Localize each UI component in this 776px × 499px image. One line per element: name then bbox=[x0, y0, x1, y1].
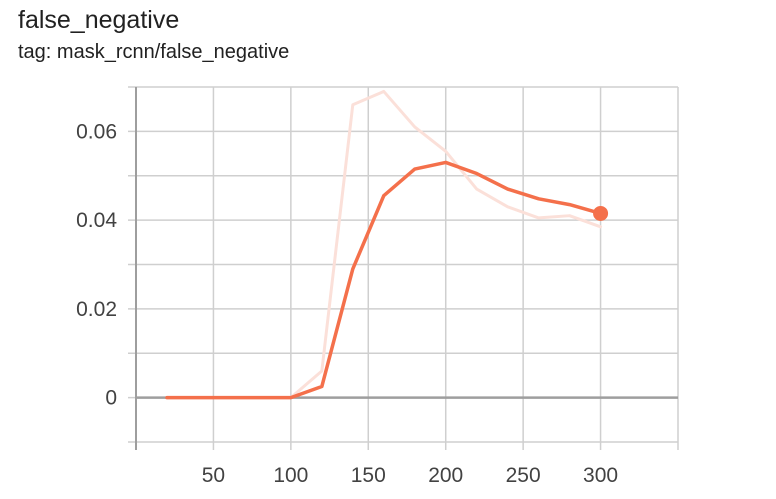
x-tick-label: 50 bbox=[202, 464, 225, 487]
x-tick-label: 150 bbox=[351, 464, 386, 487]
x-tick-label: 250 bbox=[506, 464, 541, 487]
series-line-smoothed bbox=[165, 160, 603, 400]
y-tick-label: 0.06 bbox=[76, 120, 117, 143]
x-tick-label: 100 bbox=[273, 464, 308, 487]
chart-title: false_negative bbox=[18, 6, 180, 34]
x-tick-label: 300 bbox=[583, 464, 618, 487]
grid-lines bbox=[128, 86, 679, 450]
chart-subtitle: tag: mask_rcnn/false_negative bbox=[18, 41, 290, 63]
x-tick-label: 200 bbox=[428, 464, 463, 487]
y-tick-label: 0.02 bbox=[76, 298, 117, 321]
series-layer bbox=[165, 89, 609, 400]
series-end-marker bbox=[593, 205, 609, 221]
tick-labels: 0 0.02 0.04 0.06 50 100 150 200 250 300 bbox=[76, 120, 618, 487]
axes bbox=[135, 87, 678, 450]
series-line-raw bbox=[165, 89, 603, 400]
y-tick-label: 0.04 bbox=[76, 209, 117, 232]
y-tick-label: 0 bbox=[105, 387, 117, 410]
